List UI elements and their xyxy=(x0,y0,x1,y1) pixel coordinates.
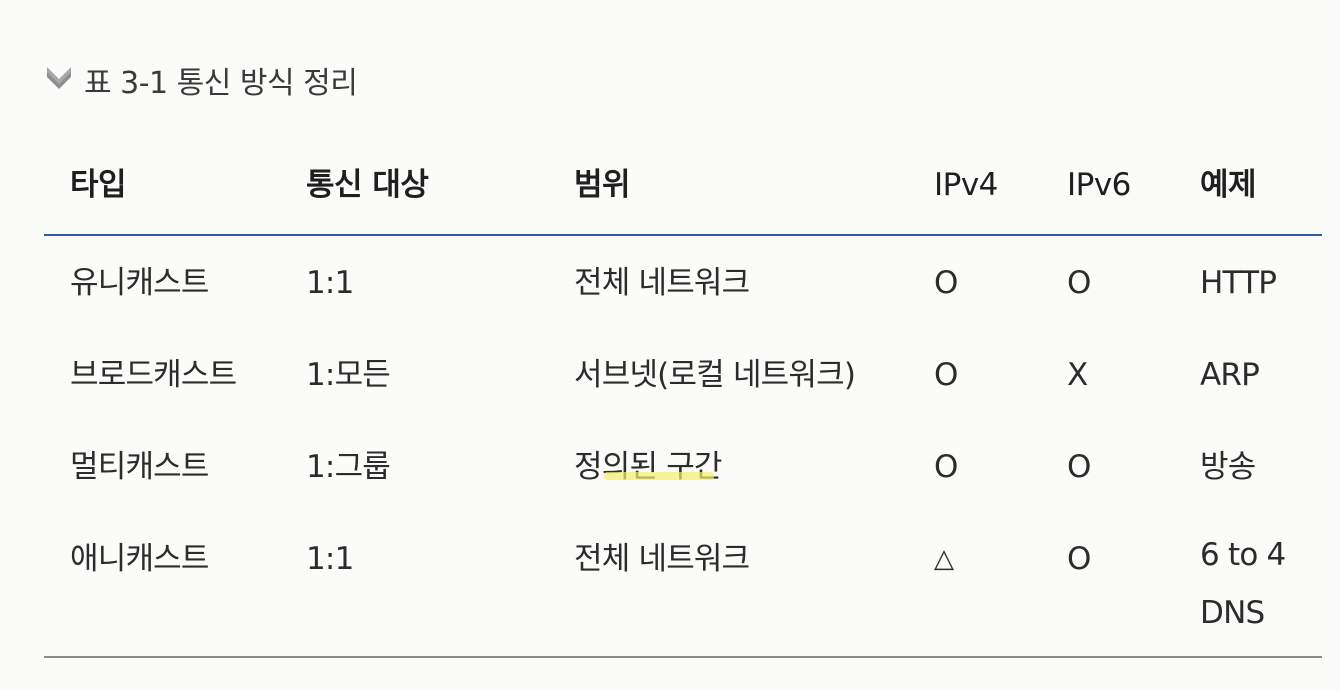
cell-type: 유니캐스트 xyxy=(70,265,209,301)
cell-range: 정의된 구간 xyxy=(574,449,722,485)
cell-ipv4: O xyxy=(934,357,959,393)
cell-example: 방송 xyxy=(1200,449,1256,485)
header-type: 타입 xyxy=(70,167,127,203)
cell-example: 6 to 4 DNS xyxy=(1200,537,1286,631)
header-ipv6: IPv6 xyxy=(1067,167,1131,203)
table-bottom-divider xyxy=(44,656,1322,658)
chevron-down-icon xyxy=(44,63,74,93)
table-row: 애니캐스트 1:1 전체 네트워크 △ O 6 to 4 DNS xyxy=(44,512,1322,642)
header-example: 예제 xyxy=(1200,167,1257,203)
cell-target: 1:모든 xyxy=(306,357,391,393)
cell-range: 서브넷(로컬 네트워크) xyxy=(574,357,856,393)
header-divider xyxy=(44,234,1322,236)
cell-target: 1:그룹 xyxy=(306,449,391,485)
header-ipv4: IPv4 xyxy=(934,167,998,203)
cell-example: ARP xyxy=(1200,357,1260,393)
caption-text: 표 3-1 통신 방식 정리 xyxy=(84,66,358,101)
cell-ipv4: △ xyxy=(934,544,954,574)
cell-ipv4: O xyxy=(934,265,959,301)
highlighter-mark xyxy=(604,472,714,480)
table-row: 유니캐스트 1:1 전체 네트워크 O O HTTP xyxy=(44,236,1322,328)
table-row: 멀티캐스트 1:그룹 정의된 구간 O O 방송 xyxy=(44,420,1322,512)
cell-target: 1:1 xyxy=(306,265,354,301)
cell-example: HTTP xyxy=(1200,265,1277,301)
cell-target: 1:1 xyxy=(306,541,354,577)
cell-range: 전체 네트워크 xyxy=(574,541,750,577)
cell-range: 전체 네트워크 xyxy=(574,265,750,301)
comm-methods-table: 타입 통신 대상 범위 IPv4 IPv6 예제 유니캐스트 1:1 전체 네트… xyxy=(44,150,1322,642)
cell-ipv6: O xyxy=(1067,541,1092,577)
cell-ipv6: X xyxy=(1067,357,1089,393)
table-row: 브로드캐스트 1:모든 서브넷(로컬 네트워크) O X ARP xyxy=(44,328,1322,420)
cell-type: 애니캐스트 xyxy=(70,541,209,577)
table-caption: 표 3-1 통신 방식 정리 xyxy=(44,58,358,102)
header-target: 통신 대상 xyxy=(306,167,429,203)
cell-ipv4: O xyxy=(934,449,959,485)
header-range: 범위 xyxy=(574,167,631,203)
cell-type: 브로드캐스트 xyxy=(70,357,237,393)
table-header-row: 타입 통신 대상 범위 IPv4 IPv6 예제 xyxy=(44,150,1322,236)
cell-ipv6: O xyxy=(1067,449,1092,485)
cell-type: 멀티캐스트 xyxy=(70,449,209,485)
cell-ipv6: O xyxy=(1067,265,1092,301)
